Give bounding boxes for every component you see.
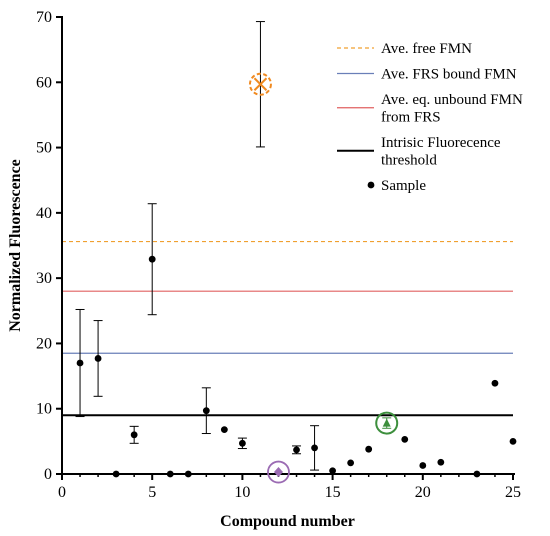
y-tick-label: 30 [36, 270, 52, 287]
legend-label: Ave. free FMN [381, 41, 472, 57]
x-ticks: 0 5 10 15 20 25 [58, 474, 521, 501]
sample-point [347, 459, 355, 467]
highlight-circle [375, 411, 399, 435]
legend-label: threshold [381, 153, 437, 169]
x-tick-label: 25 [505, 484, 521, 501]
sample-point [76, 359, 84, 367]
y-tick-label: 0 [44, 466, 52, 483]
legend: Ave. free FMN Ave. FRS bound FMN Ave. eq. … [337, 41, 523, 194]
sample-point [166, 470, 174, 478]
highlight-diamond-mark [273, 467, 283, 478]
x-tick-label: 5 [148, 484, 156, 501]
highlight-circle [267, 460, 290, 484]
legend-label: Sample [381, 178, 426, 194]
sample-point [220, 426, 228, 434]
legend-label: from FRS [381, 110, 441, 126]
x-tick-label: 0 [58, 484, 66, 501]
sample-point [329, 467, 336, 475]
y-tick-label: 70 [36, 9, 52, 26]
y-axis-title: Normalized Fluorescence [7, 159, 24, 332]
data-points [75, 203, 517, 478]
highlight-x-mark [253, 77, 268, 91]
sample-point [112, 470, 120, 478]
axes [61, 16, 515, 475]
sample-point [239, 439, 246, 447]
highlighted-points [248, 21, 399, 484]
y-tick-label: 60 [36, 74, 52, 91]
sample-point [509, 437, 517, 445]
sample-point [473, 470, 481, 478]
sample-point [148, 255, 156, 263]
legend-marker [367, 181, 375, 189]
highlight-triangle-mark [382, 418, 391, 427]
y-tick-label: 50 [36, 140, 52, 157]
sample-point [419, 462, 427, 469]
sample-point [311, 444, 318, 452]
sample-point [293, 446, 300, 454]
legend-label: Intrisic Fluorecence [381, 135, 501, 151]
sample-point [94, 355, 102, 362]
legend-label: Ave. eq. unbound FMN [381, 92, 523, 108]
highlight-circle [248, 72, 272, 96]
sample-point [184, 470, 192, 478]
y-tick-label: 10 [36, 401, 52, 418]
x-axis-title: Compound number [220, 513, 355, 530]
sample-point [437, 458, 445, 466]
x-tick-label: 20 [415, 484, 431, 501]
x-tick-label: 15 [325, 484, 341, 501]
y-tick-label: 40 [36, 205, 52, 222]
sample-point [491, 379, 499, 387]
reference-lines [62, 240, 513, 417]
legend-label: Ave. FRS bound FMN [381, 67, 517, 83]
sample-point [365, 445, 373, 453]
sample-point [130, 431, 138, 439]
y-ticks: 0 10 20 30 40 50 60 70 [36, 9, 62, 483]
y-tick-label: 20 [36, 335, 52, 352]
sample-point [401, 435, 409, 443]
x-tick-label: 10 [234, 484, 250, 501]
sample-point [202, 407, 210, 415]
